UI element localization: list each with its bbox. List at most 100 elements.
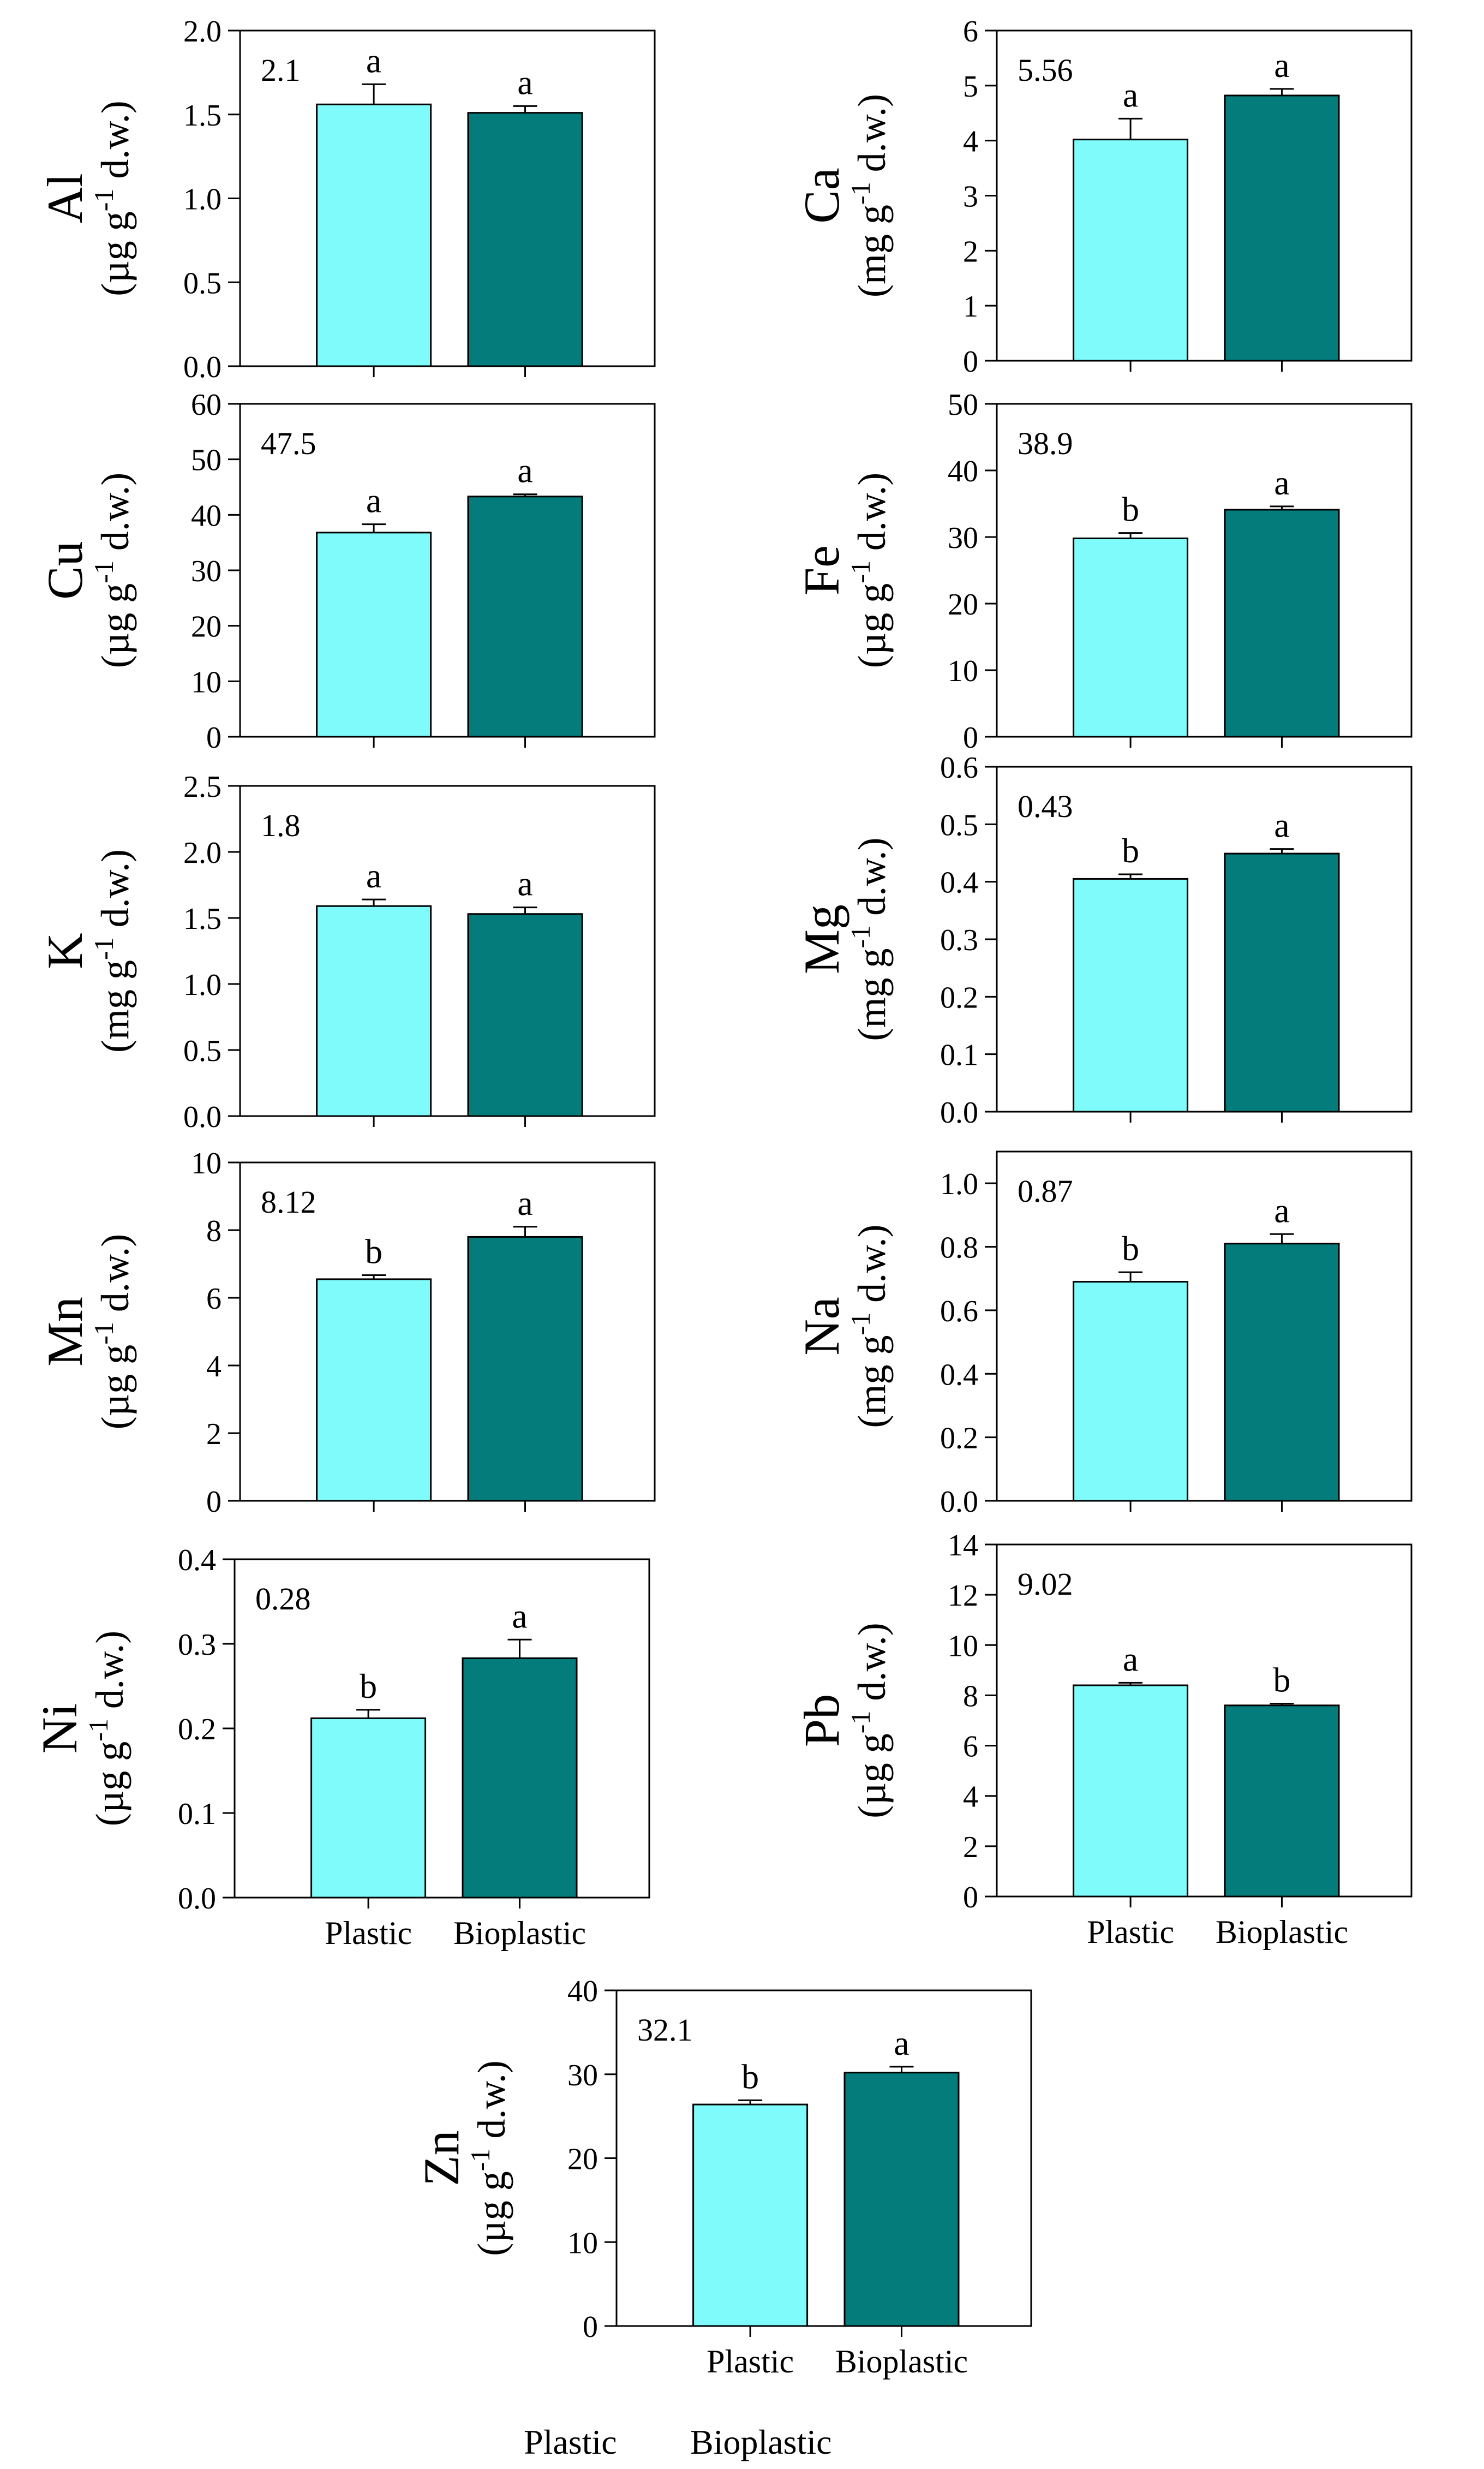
panel-k: 0.0 0.5 1.0 1.5 2.0 2.5 a a 1.8 K(mg g-1 d.w.)	[37, 770, 656, 1134]
plot-frame-cu	[239, 403, 656, 738]
y-tick-label-pb: 0	[963, 1881, 978, 1915]
y-tick-label-fe: 40	[948, 455, 978, 488]
y-tick-label-cu: 40	[191, 499, 222, 533]
significance-letter-mn: a	[517, 1184, 532, 1222]
footer-legend: Plastic Bioplastic	[518, 2422, 900, 2466]
y-tick-label-k: 0.5	[183, 1034, 222, 1068]
plot-frame-pb	[996, 1543, 1413, 1898]
y-axis-element-na: Na	[794, 1297, 849, 1355]
significance-letter-cu: a	[517, 451, 532, 490]
y-tick-label-ni: 0.4	[178, 1543, 216, 1577]
plot-frame-mn	[239, 1161, 656, 1502]
significance-letter-fe: b	[1122, 490, 1139, 529]
y-axis-unit-mg: (mg g-1 d.w.)	[845, 838, 894, 1041]
y-tick-label-ca: 3	[963, 180, 978, 214]
y-axis-element-ni: Ni	[32, 1703, 87, 1754]
total-value-label-mg: 0.43	[1018, 789, 1073, 824]
bar-ni-plastic	[310, 1717, 427, 1899]
x-tick-label-pb: Plastic	[1087, 1914, 1174, 1950]
significance-letter-zn: b	[741, 2057, 759, 2096]
plot-frame-fe	[996, 403, 1413, 738]
bar-cu-bioplastic	[467, 496, 583, 738]
y-tick-label-k: 1.0	[183, 968, 222, 1002]
bar-mg-bioplastic	[1224, 852, 1340, 1113]
y-tick-label-al: 0.5	[183, 266, 222, 300]
significance-letter-cu: a	[366, 481, 381, 520]
bar-k-plastic	[316, 905, 432, 1117]
bar-zn-bioplastic	[843, 2072, 960, 2327]
y-tick-label-cu: 10	[191, 665, 222, 699]
y-tick-label-k: 2.0	[183, 836, 222, 870]
y-axis-element-mn: Mn	[37, 1297, 93, 1367]
bar-mn-bioplastic	[467, 1236, 583, 1502]
y-tick-label-fe: 30	[948, 521, 978, 555]
y-tick-label-mn: 0	[206, 1485, 222, 1519]
y-axis-element-cu: Cu	[37, 541, 93, 599]
y-tick-label-k: 1.5	[183, 902, 222, 936]
y-tick-label-ca: 4	[963, 125, 978, 159]
y-tick-label-zn: 40	[567, 1975, 598, 2008]
y-tick-label-mg: 0.2	[940, 981, 978, 1015]
bar-mg-plastic	[1073, 878, 1189, 1113]
y-axis-element-fe: Fe	[794, 545, 849, 595]
significance-letter-fe: a	[1274, 463, 1289, 502]
total-value-label-zn: 32.1	[637, 2012, 693, 2048]
bar-pb-bioplastic	[1224, 1704, 1340, 1898]
y-axis-unit-na: (mg g-1 d.w.)	[845, 1225, 894, 1428]
y-tick-label-ca: 2	[963, 235, 978, 269]
y-tick-label-al: 2.0	[183, 15, 222, 49]
panel-mn: 0 2 4 6 8 10 b a 8.12 Mn(µg g-1 d.w.)	[37, 1147, 656, 1519]
bar-fe-plastic	[1073, 537, 1189, 738]
y-tick-label-mn: 4	[206, 1350, 222, 1383]
panel-al: 0.0 0.5 1.0 1.5 2.0 a a 2.1 Al(µg g-1 d.w.)	[37, 15, 656, 384]
bar-ca-plastic	[1073, 139, 1189, 362]
total-value-label-k: 1.8	[261, 808, 301, 843]
y-tick-label-ca: 6	[963, 15, 978, 49]
plot-frame-zn	[615, 1989, 1032, 2327]
significance-letter-ni: b	[360, 1667, 377, 1705]
plot-frame-ca	[996, 29, 1413, 362]
y-tick-label-fe: 10	[948, 654, 978, 688]
y-tick-label-zn: 20	[567, 2143, 598, 2176]
y-tick-label-fe: 0	[963, 721, 978, 755]
panel-cu: 0 10 20 30 40 50 60 a a 47.5 Cu(µg g-1 d.w.)	[37, 388, 656, 755]
panel-fe: 0 10 20 30 40 50 b a 38.9 Fe(µg g-1 d.w.)	[794, 388, 1413, 755]
y-tick-label-pb: 14	[948, 1529, 978, 1562]
y-axis-element-zn: Zn	[414, 2130, 469, 2186]
y-tick-label-cu: 50	[191, 444, 222, 478]
x-tick-label-zn: Bioplastic	[835, 2343, 968, 2379]
panel-ni: 0.0 0.1 0.2 0.3 0.4 b Plastic a Bioplastic 0.28 Ni…	[32, 1543, 650, 1951]
significance-letter-k: a	[366, 856, 381, 895]
bar-cu-plastic	[316, 532, 432, 738]
total-value-label-ca: 5.56	[1018, 52, 1073, 88]
y-tick-label-ni: 0.1	[178, 1797, 216, 1831]
total-value-label-pb: 9.02	[1018, 1566, 1073, 1602]
y-axis-element-k: K	[37, 933, 93, 969]
y-tick-label-fe: 50	[948, 388, 978, 422]
footer-legend-plastic: Plastic	[524, 2423, 617, 2461]
y-tick-label-cu: 20	[191, 610, 222, 644]
y-axis-unit-zn: (µg g-1 d.w.)	[465, 2060, 513, 2256]
total-value-label-fe: 38.9	[1018, 426, 1073, 461]
panel-ca: 0 1 2 3 4 5 6 a a 5.56 Ca(mg g-1 d.w.)	[794, 15, 1413, 379]
y-axis-unit-fe: (µg g-1 d.w.)	[845, 473, 894, 668]
significance-letter-ca: a	[1274, 46, 1289, 85]
y-tick-label-pb: 4	[963, 1780, 978, 1814]
y-tick-label-mn: 6	[206, 1282, 222, 1316]
y-tick-label-pb: 8	[963, 1679, 978, 1713]
panel-mg: 0.0 0.1 0.2 0.3 0.4 0.5 0.6 b a 0.43 Mg(mg g-1 d.w…	[794, 751, 1413, 1130]
y-tick-label-mg: 0.5	[940, 808, 978, 842]
total-value-label-mn: 8.12	[261, 1184, 316, 1220]
significance-letter-mg: a	[1274, 806, 1289, 845]
significance-letter-al: a	[517, 63, 532, 102]
y-axis-element-al: Al	[37, 174, 93, 224]
y-tick-label-ni: 0.0	[178, 1882, 216, 1916]
plot-frame-mg	[996, 766, 1413, 1113]
y-tick-label-ni: 0.3	[178, 1628, 216, 1662]
y-tick-label-mg: 0.0	[940, 1096, 978, 1130]
y-tick-label-al: 1.0	[183, 183, 222, 217]
bar-na-bioplastic	[1224, 1243, 1340, 1502]
y-tick-label-k: 0.0	[183, 1100, 222, 1134]
y-tick-label-mn: 2	[206, 1417, 222, 1451]
bar-zn-plastic	[692, 2103, 809, 2327]
